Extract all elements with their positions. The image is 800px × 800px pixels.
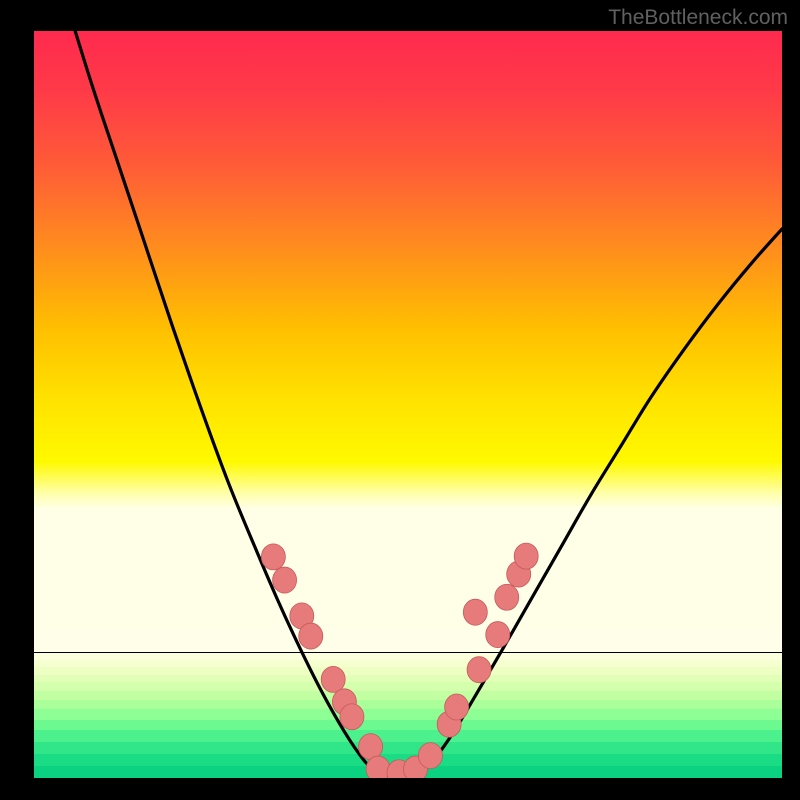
curve-marker <box>366 756 390 778</box>
curve-marker <box>467 657 491 683</box>
watermark-text: TheBottleneck.com <box>608 6 788 30</box>
curve-marker <box>418 743 442 769</box>
curve-marker <box>273 567 297 593</box>
curve-left-branch <box>75 31 374 771</box>
curve-marker <box>445 694 469 720</box>
curve-right-branch <box>423 229 782 771</box>
chart-curve-layer <box>34 31 782 778</box>
curve-marker <box>321 666 345 692</box>
curve-marker <box>495 584 519 610</box>
chart-plot-area <box>34 31 782 778</box>
curve-marker <box>463 599 487 625</box>
curve-marker <box>340 704 364 730</box>
curve-marker <box>299 623 323 649</box>
curve-marker <box>514 543 538 569</box>
curve-marker <box>486 622 510 648</box>
curve-marker <box>261 544 285 570</box>
